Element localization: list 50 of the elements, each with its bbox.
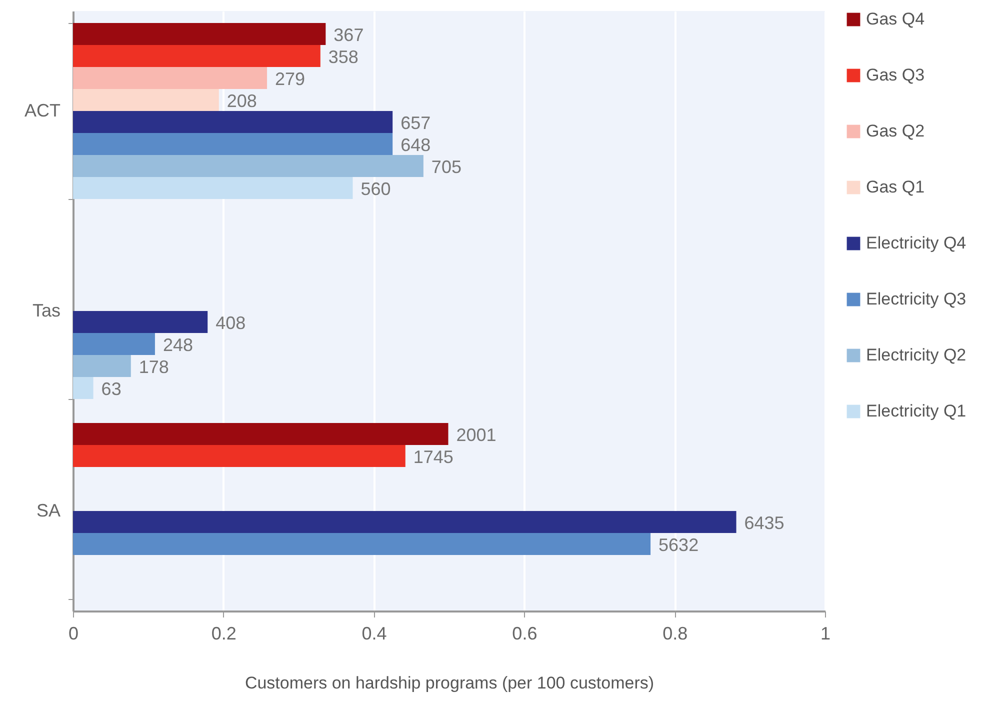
legend-label: Electricity Q2 (866, 346, 966, 364)
annotation: 648 (400, 135, 431, 155)
legend-label: Electricity Q1 (866, 402, 966, 420)
x-tick-label: 0.8 (662, 624, 688, 644)
legend-label: Gas Q3 (866, 66, 925, 84)
legend-label: Gas Q4 (866, 10, 925, 28)
bar (73, 445, 406, 467)
y-tick-label: ACT (24, 100, 61, 120)
annotation: 5632 (658, 535, 699, 555)
y-tick-label: Tas (32, 300, 60, 320)
x-tick-label: 0 (68, 624, 79, 644)
bar (73, 111, 393, 133)
x-tick-label: 0.4 (362, 624, 387, 644)
annotation: 560 (360, 179, 391, 199)
annotation: 63 (101, 379, 122, 399)
bar (73, 423, 448, 445)
annotation: 367 (334, 25, 364, 45)
y-tick-label: SA (36, 500, 60, 520)
legend-label: Electricity Q3 (866, 290, 966, 308)
bar (73, 155, 424, 177)
annotation: 248 (162, 335, 194, 355)
legend-label: Gas Q2 (866, 122, 925, 140)
bar (73, 177, 353, 199)
annotation: 408 (216, 313, 246, 333)
bar (73, 67, 268, 89)
legend-label: Gas Q1 (866, 178, 925, 196)
bar (73, 511, 736, 533)
x-tick-label: 1 (820, 624, 831, 644)
annotation: 358 (328, 47, 358, 67)
bar (73, 23, 326, 45)
annotation: 2001 (456, 425, 496, 445)
bar (73, 89, 219, 111)
annotation: 1745 (413, 447, 454, 467)
annotation: 208 (226, 91, 257, 111)
bar (73, 355, 131, 377)
legend-label: Electricity Q4 (866, 234, 966, 252)
bar (73, 133, 393, 155)
x-axis-title: Customers on hardship programs (per 100 customers) (244, 674, 654, 692)
bar (73, 377, 94, 399)
annotation: 6435 (744, 513, 784, 533)
annotation: 705 (431, 157, 462, 177)
bar (73, 311, 208, 333)
x-tick-label: 0.6 (512, 624, 538, 644)
annotation: 279 (275, 69, 306, 89)
bar (73, 333, 155, 355)
bar (73, 533, 651, 555)
annotation: 178 (138, 357, 169, 377)
annotation: 657 (400, 113, 431, 133)
x-tick-label: 0.2 (211, 624, 236, 644)
bar (73, 45, 320, 67)
